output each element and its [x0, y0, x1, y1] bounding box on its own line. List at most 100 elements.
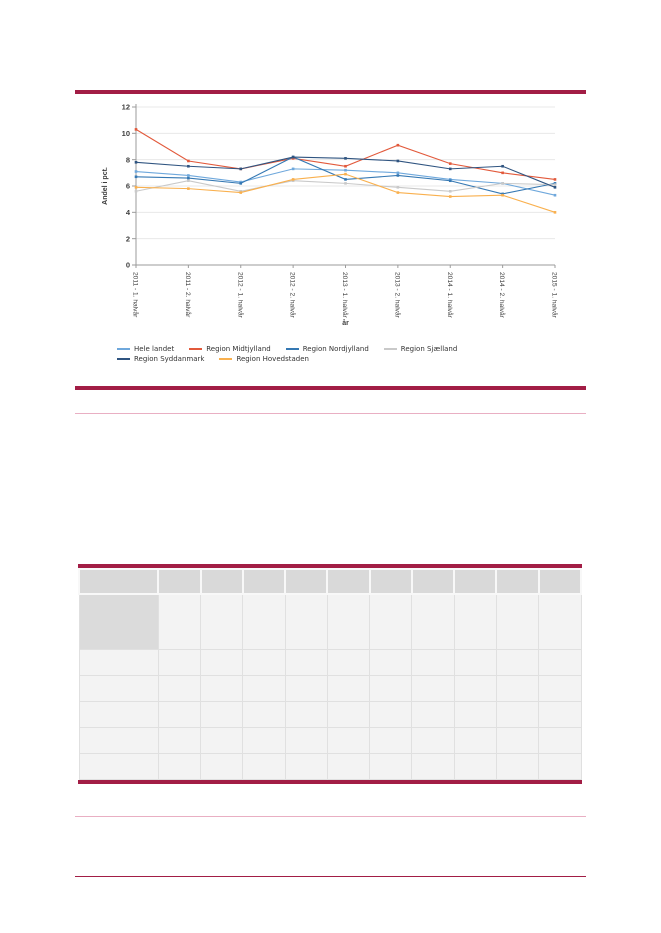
table-cell	[284, 593, 328, 650]
table-cell	[157, 727, 202, 754]
table-cell	[78, 593, 159, 650]
table-cell	[495, 701, 540, 728]
series-marker	[344, 164, 347, 168]
table-cell	[369, 649, 413, 676]
table-cell	[495, 727, 540, 754]
legend-item-region-nordjylland: Region Nordjylland	[285, 345, 369, 353]
x-tick-label: 2012 - 2. halvår	[289, 272, 297, 319]
legend-swatch	[189, 348, 203, 350]
table-cell	[495, 593, 540, 650]
series-marker	[448, 162, 452, 165]
table-cell	[369, 701, 413, 728]
table-cell	[411, 675, 455, 702]
table-header-cell	[368, 568, 413, 595]
series-marker	[239, 182, 243, 185]
legend-label: Region Sjælland	[400, 345, 458, 353]
series-marker	[448, 189, 452, 193]
table-cell	[326, 675, 371, 702]
table-cell	[200, 701, 244, 728]
series-marker	[239, 167, 243, 171]
series-marker	[344, 182, 347, 185]
series-marker	[187, 174, 190, 177]
table-header-cell	[326, 568, 371, 595]
y-tick-label: 4	[126, 208, 131, 217]
series-marker	[344, 178, 347, 181]
table-cell	[78, 727, 159, 754]
table-cell	[200, 649, 244, 676]
table-cell	[411, 701, 455, 728]
series-marker	[553, 183, 557, 186]
series-marker	[501, 192, 504, 196]
series-marker	[553, 178, 557, 181]
table-cell	[157, 753, 202, 780]
series-marker	[396, 174, 400, 177]
series-marker	[239, 191, 243, 194]
table-cell	[326, 593, 371, 650]
light-divider-rule-2	[75, 816, 586, 818]
series-marker	[501, 171, 504, 175]
series-marker	[134, 161, 138, 164]
table-cell	[284, 753, 328, 780]
table-cell	[453, 701, 497, 728]
series-marker	[134, 186, 138, 189]
table-cell	[78, 649, 159, 676]
table-cell	[157, 675, 202, 702]
legend-swatch	[117, 358, 130, 360]
table-cell	[326, 649, 371, 676]
y-tick-label: 10	[122, 129, 130, 138]
x-tick-label: 2015 - 1. halvår	[551, 272, 559, 319]
x-tick-label: 2013 - 2. halvår	[393, 272, 401, 319]
legend-swatch	[117, 348, 130, 350]
legend-label: Region Syddanmark	[134, 355, 205, 363]
top-accent-rule	[75, 90, 586, 94]
table-header-cell	[284, 568, 329, 595]
table-cell	[200, 675, 244, 702]
legend-swatch	[285, 348, 299, 350]
y-tick-label: 0	[126, 261, 130, 270]
series-marker	[134, 175, 138, 179]
series-marker	[396, 191, 400, 194]
table-cell	[78, 753, 159, 780]
series-marker	[396, 171, 400, 175]
table-cell	[369, 753, 413, 780]
series-marker	[553, 186, 557, 189]
bottom-accent-rule	[75, 875, 586, 878]
table-cell	[284, 701, 328, 728]
series-marker	[134, 128, 138, 131]
series-marker	[396, 159, 400, 163]
series-marker	[187, 159, 190, 163]
y-tick-label: 12	[122, 103, 130, 112]
table-header-cell	[495, 568, 540, 595]
series-marker	[187, 187, 190, 190]
legend-swatch	[383, 348, 397, 350]
table-cell	[242, 701, 286, 728]
x-tick-label: 2014 - 1. halvår	[446, 272, 454, 319]
series-marker	[553, 182, 557, 185]
table-cell	[200, 753, 244, 780]
series-marker	[187, 179, 190, 183]
legend-item-region-sj-lland: Region Sjælland	[383, 345, 458, 353]
table-cell	[495, 649, 540, 676]
series-line-region-midtjylland	[135, 128, 556, 180]
table-cell	[78, 675, 159, 702]
line-chart: 0 2 4 6 8 10 12 2011 - 1. halvår 2011 - 2. halvå…	[102, 103, 559, 327]
legend-label: Region Hovedstaden	[236, 355, 309, 363]
series-marker	[344, 157, 347, 160]
series-marker	[291, 155, 295, 159]
table-header-cell	[453, 568, 498, 595]
series-marker	[239, 180, 243, 184]
series-marker	[239, 189, 243, 193]
table-cell	[538, 675, 582, 702]
table-cell	[538, 727, 582, 754]
table-cell	[453, 753, 497, 780]
x-axis-title: år	[342, 319, 349, 327]
legend-label: Hele landet	[134, 345, 175, 353]
series-marker	[553, 211, 557, 214]
table-row	[78, 727, 582, 754]
series-marker	[501, 193, 504, 197]
legend-swatch	[219, 358, 233, 360]
table-row	[78, 593, 582, 650]
table-cell	[411, 727, 455, 754]
legend-label: Region Midtjylland	[206, 345, 271, 353]
